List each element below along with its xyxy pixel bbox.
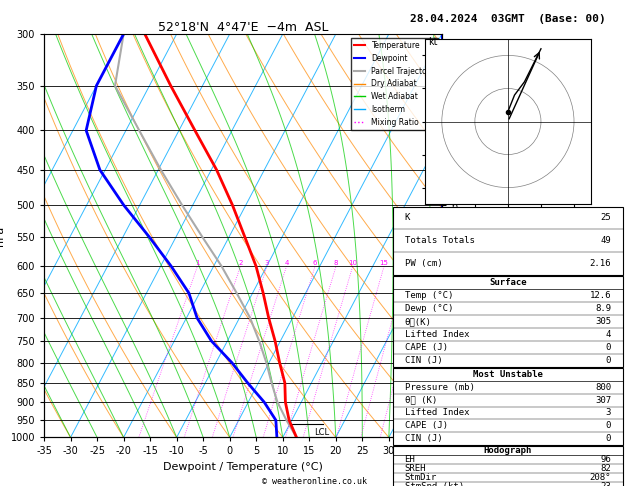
Text: 8.9: 8.9 [595, 304, 611, 313]
Text: © weatheronline.co.uk: © weatheronline.co.uk [262, 477, 367, 486]
Text: 0: 0 [606, 343, 611, 352]
Text: 96: 96 [601, 455, 611, 464]
FancyBboxPatch shape [393, 446, 623, 486]
Text: 15: 15 [379, 260, 389, 266]
Text: 1: 1 [195, 260, 199, 266]
Text: kt: kt [428, 37, 438, 48]
Text: StmDir: StmDir [404, 473, 437, 482]
Text: 0: 0 [606, 421, 611, 430]
FancyBboxPatch shape [393, 368, 623, 445]
Text: 82: 82 [601, 464, 611, 473]
Text: CIN (J): CIN (J) [404, 434, 442, 443]
Text: θᴇ(K): θᴇ(K) [404, 317, 431, 326]
Text: Temp (°C): Temp (°C) [404, 291, 453, 300]
Text: PW (cm): PW (cm) [404, 259, 442, 268]
Text: 6: 6 [313, 260, 317, 266]
Text: 4: 4 [606, 330, 611, 339]
Text: 12.6: 12.6 [590, 291, 611, 300]
Text: Most Unstable: Most Unstable [473, 370, 543, 379]
Text: 3: 3 [265, 260, 269, 266]
Legend: Temperature, Dewpoint, Parcel Trajectory, Dry Adiabat, Wet Adiabat, Isotherm, Mi: Temperature, Dewpoint, Parcel Trajectory… [351, 38, 438, 130]
Text: 305: 305 [595, 317, 611, 326]
Text: CAPE (J): CAPE (J) [404, 421, 448, 430]
Text: Dewp (°C): Dewp (°C) [404, 304, 453, 313]
Text: 307: 307 [595, 396, 611, 405]
Text: LCL: LCL [314, 428, 330, 437]
Text: Lifted Index: Lifted Index [404, 330, 469, 339]
X-axis label: Dewpoint / Temperature (°C): Dewpoint / Temperature (°C) [163, 462, 323, 472]
Text: 800: 800 [595, 383, 611, 392]
Text: 25: 25 [421, 260, 430, 266]
Text: 20: 20 [403, 260, 411, 266]
Text: 49: 49 [601, 236, 611, 245]
Text: CAPE (J): CAPE (J) [404, 343, 448, 352]
Y-axis label: km
ASL: km ASL [463, 225, 484, 246]
Text: 0: 0 [606, 434, 611, 443]
Text: CIN (J): CIN (J) [404, 356, 442, 365]
Text: 0: 0 [606, 356, 611, 365]
Text: 25: 25 [601, 213, 611, 223]
Text: 208°: 208° [590, 473, 611, 482]
Text: θᴇ (K): θᴇ (K) [404, 396, 437, 405]
Title: 52°18'N  4°47'E  −4m  ASL: 52°18'N 4°47'E −4m ASL [158, 21, 328, 34]
Text: Totals Totals: Totals Totals [404, 236, 474, 245]
Text: Surface: Surface [489, 278, 526, 287]
FancyBboxPatch shape [393, 276, 623, 367]
Text: 2: 2 [238, 260, 243, 266]
Text: 2.16: 2.16 [590, 259, 611, 268]
Text: EH: EH [404, 455, 415, 464]
Text: StmSpd (kt): StmSpd (kt) [404, 482, 464, 486]
Text: 4: 4 [284, 260, 289, 266]
Text: 23: 23 [601, 482, 611, 486]
Text: 10: 10 [348, 260, 357, 266]
Text: 8: 8 [334, 260, 338, 266]
Text: Pressure (mb): Pressure (mb) [404, 383, 474, 392]
Text: 28.04.2024  03GMT  (Base: 00): 28.04.2024 03GMT (Base: 00) [410, 14, 606, 24]
Text: 3: 3 [606, 408, 611, 417]
Text: SREH: SREH [404, 464, 426, 473]
Text: Lifted Index: Lifted Index [404, 408, 469, 417]
Text: Hodograph: Hodograph [484, 446, 532, 455]
Y-axis label: hPa: hPa [0, 226, 5, 246]
Text: K: K [404, 213, 410, 223]
FancyBboxPatch shape [393, 207, 623, 275]
